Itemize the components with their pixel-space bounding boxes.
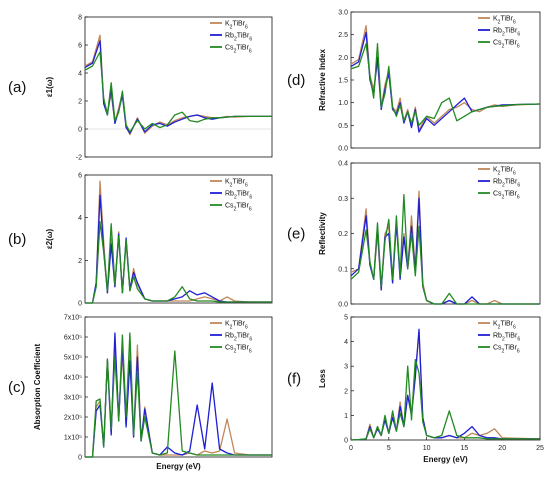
y-tick-label: 0.4 <box>338 161 348 168</box>
y-tick-label: 4 <box>344 339 348 346</box>
x-tick-label: 20 <box>498 445 506 452</box>
series-line-Cs2TiBr6 <box>350 358 540 441</box>
panel-label: (f) <box>287 371 301 388</box>
x-tick-label: 5 <box>387 445 391 452</box>
y-tick-label: 2x10⁵ <box>64 415 82 422</box>
y-tick-label: 0 <box>78 127 82 134</box>
y-tick-label: 1x10⁵ <box>64 435 82 442</box>
panel-label: (c) <box>8 379 26 396</box>
y-tick-label: 3x10⁵ <box>64 395 82 402</box>
y-tick-label: 0 <box>78 301 82 308</box>
y-tick-label: 1.5 <box>338 78 348 85</box>
y-axis-label: Absorption Coefficient <box>33 344 42 431</box>
plot-frame <box>84 174 273 304</box>
series-line-Cs2TiBr6 <box>85 221 272 304</box>
plot-frame <box>350 316 541 441</box>
y-tick-label: -2 <box>76 155 82 162</box>
y-tick-label: 0 <box>78 455 82 462</box>
legend-label: Cs2TiBr6 <box>225 45 252 55</box>
legend: K2TiBr6 Rb2TiBr6 Cs2TiBr6 <box>210 21 252 55</box>
legend-label: Cs2TiBr6 <box>493 191 520 201</box>
y-axis-label: Reflectivity <box>318 212 327 255</box>
y-tick-label: 7x10⁵ <box>64 315 82 322</box>
x-axis-label: Energy (eV) <box>156 462 201 471</box>
x-tick-label: 10 <box>423 445 431 452</box>
series-line-Cs2TiBr6 <box>350 194 540 305</box>
plot-frame <box>84 316 273 458</box>
chart-panel-c: 0 1x10⁵ 2x10⁵ 3x10⁵ 4x10⁵ 5x10⁵ 6x10⁵ 7x10⁵ K2Ti… <box>8 315 273 471</box>
y-tick-label: 5x10⁵ <box>64 355 82 362</box>
legend-label: Cs2TiBr6 <box>493 345 520 355</box>
y-tick-label: 2.0 <box>338 55 348 62</box>
legend-label: Rb2TiBr6 <box>493 333 520 343</box>
y-axis-label: Loss <box>318 369 327 388</box>
series-line-Cs2TiBr6 <box>84 51 272 133</box>
legend-label: Rb2TiBr6 <box>225 191 252 201</box>
y-tick-label: 2.5 <box>338 32 348 39</box>
legend-label: Rb2TiBr6 <box>493 28 520 38</box>
legend: K2TiBr6 Rb2TiBr6 Cs2TiBr6 <box>210 179 252 213</box>
series-line-K2TiBr6 <box>85 180 272 304</box>
y-tick-label: 6 <box>78 43 82 50</box>
y-axis-label: Refractive Index <box>318 49 327 111</box>
y-axis-label: ε2(ω) <box>45 229 54 250</box>
y-tick-label: 0.5 <box>338 123 348 130</box>
y-tick-label: 0.1 <box>338 266 348 273</box>
y-tick-label: 4x10⁵ <box>64 375 82 382</box>
legend: K2TiBr6 Rb2TiBr6 Cs2TiBr6 <box>478 167 520 201</box>
legend: K2TiBr6 Rb2TiBr6 Cs2TiBr6 <box>478 321 520 355</box>
legend-label: Rb2TiBr6 <box>225 33 252 43</box>
y-tick-label: 0 <box>344 438 348 445</box>
series-line-Cs2TiBr6 <box>85 332 272 458</box>
y-tick-label: 2 <box>78 258 82 265</box>
legend-label: Cs2TiBr6 <box>225 345 252 355</box>
chart-panel-f: 0 1 2 3 4 5 0 5 10 15 20 25 K2TiBr6 Rb2TiBr6 Cs2TiBr6 (… <box>287 315 544 465</box>
y-tick-label: 3.0 <box>338 10 348 17</box>
y-axis-label: ε1(ω) <box>45 77 54 98</box>
y-tick-label: 4 <box>78 215 82 222</box>
legend-label: Rb2TiBr6 <box>225 333 252 343</box>
legend: K2TiBr6 Rb2TiBr6 Cs2TiBr6 <box>210 321 252 355</box>
y-tick-label: 0.3 <box>338 196 348 203</box>
plot-frame <box>84 16 273 158</box>
y-tick-label: 0.0 <box>338 146 348 153</box>
series-line-Cs2TiBr6 <box>350 43 541 126</box>
legend-label: Cs2TiBr6 <box>493 40 520 50</box>
y-tick-label: 2 <box>78 99 82 106</box>
legend: K2TiBr6 Rb2TiBr6 Cs2TiBr6 <box>478 16 520 50</box>
legend-label: Rb2TiBr6 <box>493 179 520 189</box>
chart-panel-b: 0 2 4 6 K2TiBr6 Rb2TiBr6 Cs2TiBr6 (b) ε2(ω) <box>8 173 273 308</box>
x-tick-label: 25 <box>536 445 544 452</box>
y-tick-label: 3 <box>344 364 348 371</box>
chart-panel-a: -2 0 2 4 6 8 K2TiBr6 Rb2TiBr6 Cs2TiBr6 (a) ε1(ω) <box>8 15 273 162</box>
y-tick-label: 6x10⁵ <box>64 335 82 342</box>
x-tick-label: 15 <box>461 445 469 452</box>
legend-label: K2TiBr6 <box>493 167 516 177</box>
panel-label: (a) <box>8 79 26 96</box>
y-tick-label: 0.0 <box>338 302 348 309</box>
y-tick-label: 1.0 <box>338 100 348 107</box>
y-tick-label: 5 <box>344 315 348 322</box>
legend-label: K2TiBr6 <box>493 16 516 26</box>
legend-label: K2TiBr6 <box>493 321 516 331</box>
x-tick-label: 0 <box>349 445 353 452</box>
y-tick-label: 2 <box>344 388 348 395</box>
legend-label: K2TiBr6 <box>225 179 248 189</box>
panel-label: (d) <box>287 72 305 89</box>
panel-label: (e) <box>287 226 305 243</box>
legend-label: K2TiBr6 <box>225 321 248 331</box>
panel-label: (b) <box>8 231 26 248</box>
legend-label: Cs2TiBr6 <box>225 203 252 213</box>
y-tick-label: 4 <box>78 71 82 78</box>
chart-panel-d: 0.0 0.5 1.0 1.5 2.0 2.5 3.0 K2TiBr6 Rb2TiBr6 Cs2T… <box>287 10 541 153</box>
y-tick-label: 6 <box>78 173 82 180</box>
y-tick-label: 8 <box>78 15 82 22</box>
chart-panel-e: 0.0 0.1 0.2 0.3 0.4 K2TiBr6 Rb2TiBr6 Cs2TiBr6 (e… <box>287 161 541 309</box>
y-tick-label: 0.2 <box>338 231 348 238</box>
x-axis-label: Energy (eV) <box>423 455 468 464</box>
y-tick-label: 1 <box>344 413 348 420</box>
legend-label: K2TiBr6 <box>225 21 248 31</box>
